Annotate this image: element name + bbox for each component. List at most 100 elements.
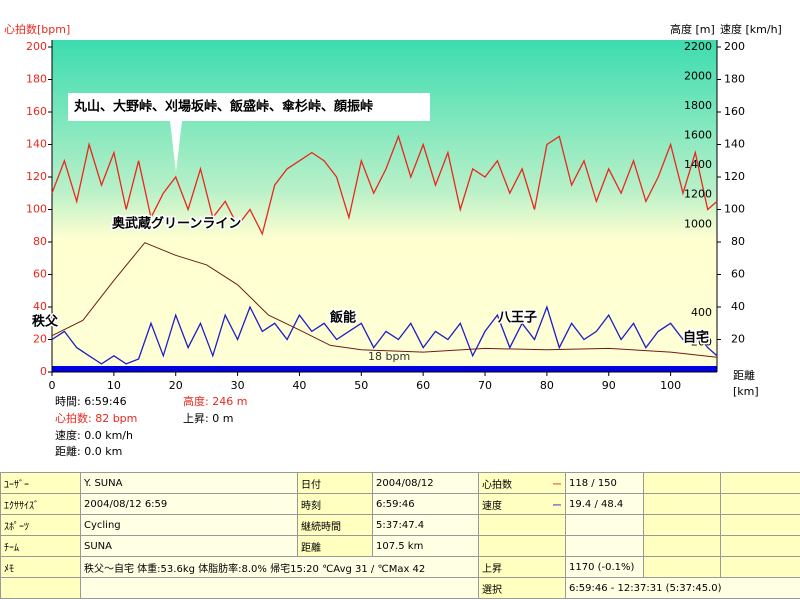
- x-tick-label: 20: [169, 379, 183, 392]
- cell: 1170 (-0.1%): [565, 556, 644, 578]
- y-tick-label: 60: [33, 268, 47, 281]
- y3-tick-label: 1200: [684, 188, 712, 201]
- cursor-info: 時間: 6:59:46: [55, 395, 127, 408]
- callout-box: [68, 93, 430, 172]
- cell-text: 速度: [482, 500, 502, 512]
- cell: Cycling: [80, 514, 298, 536]
- cell: [565, 535, 644, 557]
- cell: [643, 535, 721, 557]
- x-tick-label: 70: [478, 379, 492, 392]
- cell: 心拍数 ー: [478, 472, 566, 494]
- cell: 日付: [297, 472, 373, 494]
- x-tick-label: 80: [540, 379, 554, 392]
- cell: [565, 514, 644, 536]
- y2-tick-label: 40: [731, 300, 745, 313]
- cell: [720, 535, 800, 557]
- y2-tick-label: 20: [731, 333, 745, 346]
- x-axis-unit: [km]: [733, 385, 759, 398]
- cell: 時刻: [297, 493, 373, 515]
- cell: 6:59:46: [372, 493, 479, 515]
- cell: 2004/08/12 6:59: [80, 493, 298, 515]
- y2-tick-label: 100: [724, 203, 745, 216]
- cell: 2004/08/12: [372, 472, 479, 494]
- x-tick-label: 40: [292, 379, 306, 392]
- cell: [643, 514, 721, 536]
- annotation: 18 bpm: [368, 350, 410, 363]
- plot-area: [52, 40, 717, 372]
- cell: 秩父～自宅 体重:53.6kg 体脂肪率:8.0% 帰宅15:20 ℃Avg 3…: [80, 556, 479, 578]
- y2-tick-label: 180: [724, 73, 745, 86]
- y-tick-label: 40: [33, 300, 47, 313]
- y-tick-label: 120: [26, 170, 47, 183]
- cell: 速度 ー: [478, 493, 566, 515]
- cell: [478, 535, 566, 557]
- cursor-info: 上昇: 0 m: [183, 412, 233, 425]
- cell: 継続時間: [297, 514, 373, 536]
- info-table: ﾕｰｻﾞｰ Y. SUNA 日付 2004/08/12 心拍数 ー 118 / 150 ｴｸ…: [0, 472, 800, 599]
- y3-tick-label: 2200: [684, 40, 712, 53]
- y2-tick-label: 60: [731, 268, 745, 281]
- cell: ｴｸｻｻｲｽﾞ: [0, 493, 81, 515]
- cell: 選択: [478, 577, 566, 599]
- y2-tick-label: 160: [724, 105, 745, 118]
- x-tick-label: 0: [49, 379, 56, 392]
- x-tick-label: 50: [354, 379, 368, 392]
- x-axis-label: 距離: [733, 368, 755, 382]
- y2-tick-label: 80: [731, 235, 745, 248]
- y3-tick-label: 1400: [684, 158, 712, 171]
- y3-axis-label: 高度 [m]: [670, 22, 715, 36]
- y3-tick-label: 200: [691, 335, 712, 348]
- y-tick-label: 140: [26, 138, 47, 151]
- cell: ﾕｰｻﾞｰ: [0, 472, 81, 494]
- y3-tick-label: 1800: [684, 99, 712, 112]
- y3-tick-label: 400: [691, 306, 712, 319]
- cell: 距離: [297, 535, 373, 557]
- y2-axis-label: 速度 [km/h]: [720, 22, 782, 36]
- cell: [720, 472, 800, 494]
- cell: [720, 493, 800, 515]
- annotation: 奥武蔵グリーンライン: [112, 216, 241, 232]
- cell: 5:37:47.4: [372, 514, 479, 536]
- cell: [720, 556, 800, 578]
- x-tick-label: 100: [660, 379, 681, 392]
- y-tick-label: 160: [26, 105, 47, 118]
- cursor-info: 高度: 246 m: [183, 394, 247, 408]
- x-tick-label: 90: [602, 379, 616, 392]
- cell: [643, 556, 721, 578]
- cell: SUNA: [80, 535, 298, 557]
- y-tick-label: 200: [26, 40, 47, 53]
- series-layer: [51, 134, 718, 365]
- cell: 19.4 / 48.4: [565, 493, 644, 515]
- annotation: 秩父: [32, 314, 59, 330]
- y3-tick-label: 2000: [684, 70, 712, 83]
- series-line: [51, 304, 718, 365]
- annotation: 八王子: [497, 311, 537, 326]
- x-tick-label: 60: [416, 379, 430, 392]
- legend-dash: ー: [552, 479, 562, 491]
- cell-text: 心拍数: [482, 479, 512, 491]
- chart: 心拍数[bpm] 高度 [m] 速度 [km/h] 距離 [km] 0 20 40 6…: [4, 22, 782, 458]
- y3-tick-label: 1600: [684, 129, 712, 142]
- x-tick-label: 10: [107, 379, 121, 392]
- y2-tick-label: 200: [724, 40, 745, 53]
- x-tick-label: 30: [231, 379, 245, 392]
- cell: Y. SUNA: [80, 472, 298, 494]
- y-tick-label: 20: [33, 333, 47, 346]
- cell: [643, 493, 721, 515]
- cell: ﾒﾓ: [0, 556, 81, 578]
- annotation: 自宅: [683, 330, 709, 346]
- cell: [643, 472, 721, 494]
- cell: [478, 514, 566, 536]
- cursor-info: 速度: 0.0 km/h: [55, 428, 133, 442]
- y-axis-label: 心拍数[bpm]: [4, 22, 70, 36]
- y-tick-label: 0: [40, 365, 47, 378]
- cursor-info: 距離: 0.0 km: [55, 444, 122, 458]
- y3-tick-label: 1000: [684, 217, 712, 230]
- cell: [0, 577, 81, 599]
- cell: ｽﾎﾟｰﾂ: [0, 514, 81, 536]
- series-line: [51, 134, 718, 236]
- y-tick-label: 100: [26, 203, 47, 216]
- annotation: 丸山、大野峠、刈場坂峠、飯盛峠、傘杉峠、顔振峠: [73, 99, 373, 115]
- cell: 118 / 150: [565, 472, 644, 494]
